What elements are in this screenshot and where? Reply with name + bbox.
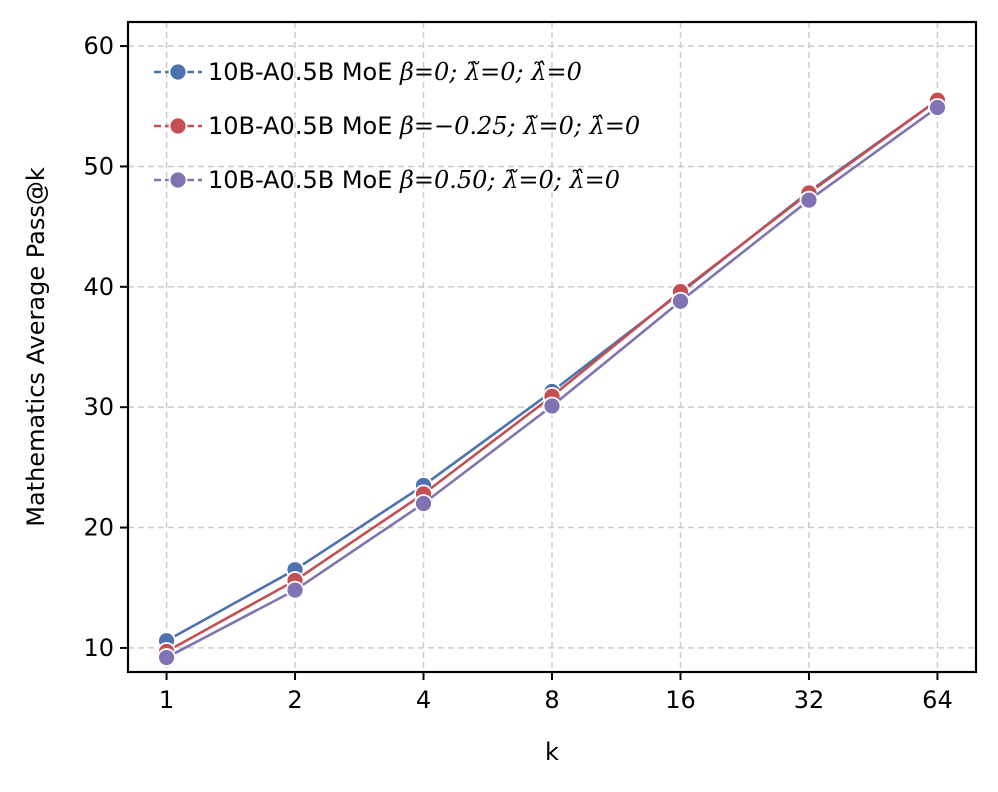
data-point <box>542 396 562 416</box>
legend-marker <box>168 62 188 82</box>
legend: 10B-A0.5B MoE β=0; λ̃=0; λ̂=0 10B-A0.5B M… <box>154 58 640 194</box>
series-group <box>157 90 947 667</box>
x-axis: 1 2 4 8 16 32 64 <box>159 672 953 714</box>
legend-label: 10B-A0.5B MoE β=0; λ̃=0; λ̂=0 <box>208 58 582 86</box>
legend-entry: 10B-A0.5B MoE β=0.50; λ̃=0; λ̂=0 <box>154 166 620 194</box>
y-tick-label: 30 <box>83 393 114 421</box>
series <box>157 98 947 667</box>
x-axis-title: k <box>545 738 559 766</box>
y-tick-label: 60 <box>83 32 114 60</box>
y-tick-label: 10 <box>83 634 114 662</box>
y-tick-label: 20 <box>83 514 114 542</box>
legend-marker <box>168 116 188 136</box>
legend-entry: 10B-A0.5B MoE β=−0.25; λ̃=0; λ̂=0 <box>154 112 640 140</box>
x-tick-label: 8 <box>544 686 559 714</box>
data-point <box>671 291 690 311</box>
grid <box>128 22 976 672</box>
legend-marker <box>168 170 188 190</box>
x-tick-label: 32 <box>794 686 825 714</box>
y-tick-label: 50 <box>83 152 114 180</box>
data-point <box>414 494 433 513</box>
data-point <box>928 98 947 117</box>
y-tick-label: 40 <box>83 273 114 301</box>
data-point <box>157 648 176 667</box>
legend-label: 10B-A0.5B MoE β=−0.25; λ̃=0; λ̂=0 <box>208 112 640 140</box>
x-tick-label: 64 <box>922 686 953 714</box>
legend-entry: 10B-A0.5B MoE β=0; λ̃=0; λ̂=0 <box>154 58 582 86</box>
legend-label: 10B-A0.5B MoE β=0.50; λ̃=0; λ̂=0 <box>208 166 620 194</box>
data-point <box>799 190 819 210</box>
x-tick-label: 2 <box>287 686 302 714</box>
x-tick-label: 1 <box>159 686 174 714</box>
y-axis-title: Mathematics Average Pass@k <box>22 167 50 527</box>
y-axis: 10 20 30 40 50 60 <box>83 32 128 662</box>
x-tick-label: 16 <box>665 686 696 714</box>
data-point <box>285 580 305 600</box>
x-tick-label: 4 <box>416 686 431 714</box>
